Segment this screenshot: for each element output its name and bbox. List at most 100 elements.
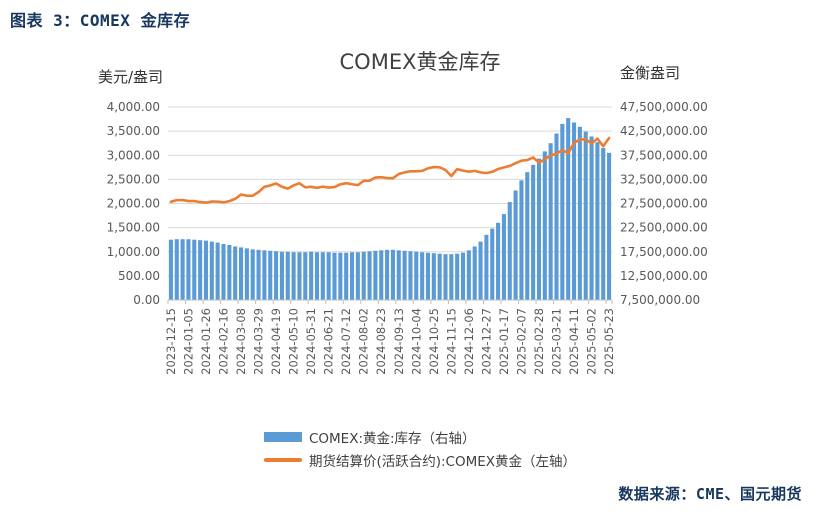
left-axis-tick-label: 4,000.00 (107, 100, 160, 114)
x-axis-date-label: 2024-05-31 (304, 308, 318, 375)
x-axis-date-label: 2024-09-13 (392, 308, 406, 375)
inventory-bar (385, 249, 390, 300)
left-axis-tick-label: 2,500.00 (107, 172, 160, 186)
legend-item-price: 期货结算价(活跃合约):COMEX黄金（左轴） (263, 450, 576, 470)
inventory-bar (268, 250, 273, 300)
x-axis-date-label: 2024-11-15 (444, 308, 458, 375)
inventory-bar (192, 239, 197, 300)
figure-caption: 图表 3：COMEX 金库存 (10, 11, 191, 30)
legend: COMEX:黄金:库存（右轴） 期货结算价(活跃合约):COMEX黄金（左轴） (263, 427, 576, 470)
inventory-bar (566, 118, 571, 300)
inventory-bar (531, 164, 536, 300)
inventory-bar (396, 250, 401, 300)
inventory-bar (285, 251, 290, 300)
left-axis-tick-label: 2,000.00 (107, 197, 160, 211)
inventory-bar (203, 240, 209, 300)
inventory-bar (379, 250, 384, 300)
right-axis-tick-label: 12,500,000.00 (620, 269, 708, 283)
inventory-bar (274, 251, 279, 300)
right-axis-tick-label: 7,500,000.00 (620, 293, 700, 307)
inventory-bar (449, 254, 454, 300)
left-axis-tick-label: 0.00 (133, 293, 160, 307)
price-line (169, 136, 611, 204)
x-axis-date-label: 2024-01-26 (199, 308, 213, 375)
inventory-bar (215, 242, 220, 300)
inventory-bar (548, 143, 553, 300)
right-axis-tick-label: 27,500,000.00 (620, 197, 708, 211)
inventory-bar (536, 158, 542, 300)
inventory-bar (349, 252, 355, 300)
x-axis-date-label: 2024-08-02 (357, 308, 371, 375)
inventory-bar (554, 133, 559, 300)
x-axis-date-label: 2025-01-17 (497, 308, 511, 375)
x-axis-date-label: 2025-02-28 (532, 308, 546, 375)
x-axis-date-label: 2024-06-21 (322, 308, 336, 375)
inventory-bar (478, 241, 483, 300)
inventory-bar (180, 239, 185, 300)
inventory-bar (309, 251, 314, 300)
inventory-bar (221, 244, 226, 300)
inventory-bar (291, 252, 296, 300)
x-axis-date-label: 2024-03-29 (252, 308, 266, 375)
inventory-bar (262, 250, 267, 300)
inventory-bar (460, 252, 466, 300)
right-axis-tick-label: 22,500,000.00 (620, 221, 708, 235)
x-axis-date-label: 2024-12-06 (462, 308, 476, 375)
left-axis-tick-label: 500.00 (118, 269, 160, 283)
x-axis-date-label: 2024-10-04 (409, 308, 423, 375)
right-axis-tick-label: 37,500,000.00 (620, 148, 708, 162)
inventory-bar (373, 250, 378, 300)
inventory-bar (583, 131, 588, 300)
inventory-bar (303, 252, 308, 300)
inventory-bar (408, 251, 413, 300)
inventory-bar (209, 241, 214, 300)
inventory-bar (589, 136, 594, 300)
inventory-bar (332, 252, 337, 300)
inventory-bar (490, 228, 495, 300)
x-axis-date-label: 2025-05-02 (585, 308, 599, 375)
inventory-bar (338, 252, 343, 300)
inventory-bar (472, 246, 477, 300)
inventory-bar (361, 251, 366, 300)
inventory-bar (577, 126, 582, 300)
inventory-bar (560, 123, 565, 300)
inventory-bar (425, 252, 431, 300)
inventory-bar (355, 252, 360, 300)
inventory-bar (431, 253, 436, 300)
inventory-bar (519, 180, 524, 300)
inventory-bar (507, 202, 512, 300)
inventory-bar (227, 245, 232, 300)
inventory-bar (320, 252, 325, 300)
left-axis-unit-label: 美元/盎司 (97, 68, 163, 86)
inventory-bar (198, 240, 203, 300)
right-axis-unit-label: 金衡盎司 (620, 64, 681, 82)
inventory-bar (501, 214, 506, 300)
legend-item-inventory: COMEX:黄金:库存（右轴） (263, 427, 576, 447)
left-axis-tick-label: 3,000.00 (107, 148, 160, 162)
inventory-bar (238, 247, 244, 300)
inventory-bar (256, 249, 261, 300)
inventory-bar (466, 250, 471, 300)
x-axis-date-label: 2025-03-21 (550, 308, 564, 375)
inventory-bar (186, 239, 191, 300)
right-axis-tick-label: 17,500,000.00 (620, 245, 708, 259)
inventory-bar (233, 246, 238, 300)
right-axis-tick-label: 42,500,000.00 (620, 124, 708, 138)
inventory-bar (595, 142, 600, 300)
inventory-bar (244, 248, 249, 300)
x-axis-date-label: 2025-02-07 (514, 308, 528, 375)
inventory-bar (601, 148, 606, 300)
inventory-bar (513, 190, 518, 300)
left-axis-tick-label: 1,500.00 (107, 221, 160, 235)
inventory-bar (297, 252, 302, 300)
inventory-bar (484, 234, 489, 300)
inventory-bar (542, 151, 547, 300)
x-axis-date-label: 2024-07-12 (339, 308, 353, 375)
inventory-bar (326, 252, 331, 300)
inventory-bar (525, 172, 530, 300)
x-axis-date-label: 2024-03-08 (234, 308, 248, 375)
x-axis-date-label: 2023-12-15 (164, 308, 178, 375)
legend-bar-swatch-icon (263, 432, 302, 442)
legend-label-inventory: COMEX:黄金:库存（右轴） (308, 431, 476, 447)
